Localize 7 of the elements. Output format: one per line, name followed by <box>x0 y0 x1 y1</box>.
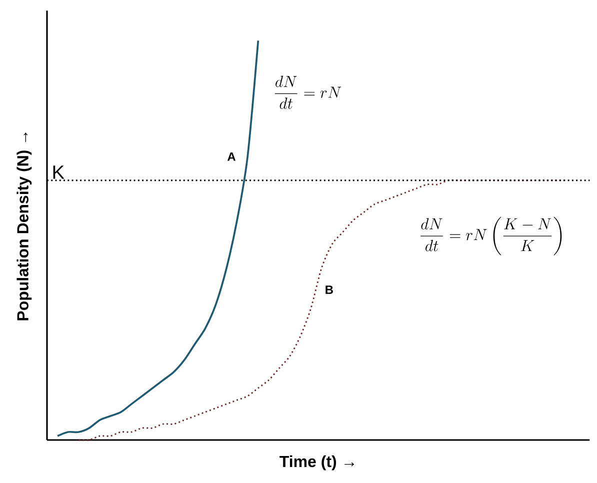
ref-line-label: K <box>53 166 64 179</box>
annotation: $\frac{dN}{dt}=rN$ <box>274 76 342 109</box>
y-axis-title: Population Density (N) → <box>16 132 32 320</box>
annotation: $\mathbf{A}$ <box>227 152 236 161</box>
annotation: $\mathbf{B}$ <box>326 286 333 294</box>
annotation: $\frac{dN}{dt}=rN\left(\frac{K-N}{K}\right)$ <box>420 216 562 256</box>
x-axis-title: Time (t) → <box>280 455 354 470</box>
